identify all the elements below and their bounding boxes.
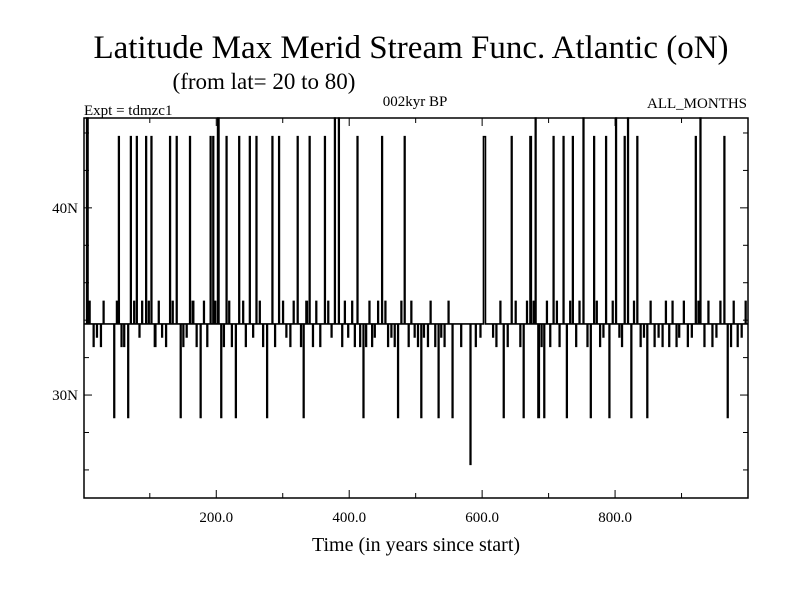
series-line [84,117,748,466]
y-tick-label: 40N [52,201,78,217]
x-tick-label: 200.0 [199,510,233,526]
experiment-label: Expt = tdmzc1 [84,103,172,119]
y-tick-labels: 30N 40N [52,201,78,404]
months-label: ALL_MONTHS [647,96,747,112]
x-axis-label: Time (in years since start) [312,534,520,556]
plot-frame [83,117,749,499]
chart-title: Latitude Max Merid Stream Func. Atlantic… [93,30,728,66]
series-layer [84,117,748,466]
x-tick-label: 600.0 [465,510,499,526]
axis-ticks [84,118,748,498]
x-tick-label: 800.0 [598,510,632,526]
period-label: 002kyr BP [383,94,448,110]
y-tick-label: 30N [52,388,78,404]
x-tick-label: 400.0 [332,510,366,526]
x-tick-labels: 200.0 400.0 600.0 800.0 [199,510,632,526]
chart-subtitle: (from lat= 20 to 80) [173,69,356,94]
